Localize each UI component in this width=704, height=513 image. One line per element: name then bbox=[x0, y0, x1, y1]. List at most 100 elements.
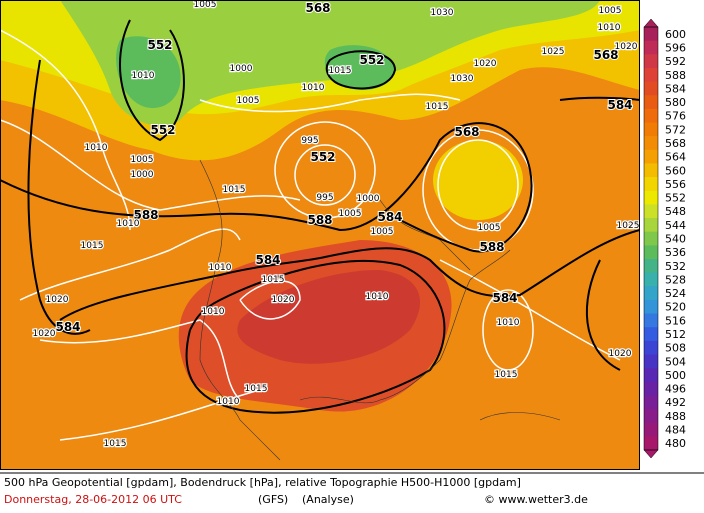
colorbar-label: 596 bbox=[665, 41, 686, 54]
colorbar-label: 588 bbox=[665, 69, 686, 82]
geopotential-label: 584 bbox=[492, 291, 517, 305]
pressure-label: 1010 bbox=[302, 83, 325, 93]
pressure-label: 995 bbox=[316, 193, 333, 203]
colorbar-bottom-arrow bbox=[643, 449, 659, 459]
footer-date: Donnerstag, 28-06-2012 06 UTC bbox=[4, 493, 182, 506]
colorbar-label: 580 bbox=[665, 96, 686, 109]
colorbar-swatch bbox=[644, 81, 658, 96]
pressure-label: 1005 bbox=[339, 209, 362, 219]
colorbar-label: 516 bbox=[665, 314, 686, 327]
geopotential-label: 584 bbox=[377, 210, 402, 224]
colorbar-swatch bbox=[644, 54, 658, 69]
pressure-label: 1015 bbox=[245, 384, 268, 394]
pressure-label: 1020 bbox=[609, 349, 632, 359]
geopotential-label: 584 bbox=[255, 253, 280, 267]
geopotential-label: 588 bbox=[307, 213, 332, 227]
pressure-label: 995 bbox=[301, 136, 318, 146]
geopotential-label: 552 bbox=[150, 123, 175, 137]
colorbar-swatch bbox=[644, 381, 658, 396]
colorbar-swatch bbox=[644, 108, 658, 124]
pressure-label: 1015 bbox=[262, 275, 285, 285]
pressure-label: 1015 bbox=[223, 185, 246, 195]
footer-source: © www.wetter3.de bbox=[484, 493, 588, 506]
colorbar-swatch bbox=[644, 354, 658, 369]
map-area: 568 552 552 552 552 588 588 584 584 584 584 588 568 5… bbox=[0, 0, 640, 470]
colorbar-swatch bbox=[644, 368, 658, 383]
colorbar-frame bbox=[643, 26, 659, 451]
pressure-label: 1000 bbox=[131, 170, 154, 180]
colorbar-label: 564 bbox=[665, 151, 686, 164]
colorbar-swatch bbox=[644, 272, 658, 287]
pressure-label: 1010 bbox=[117, 219, 140, 229]
isobars bbox=[0, 29, 621, 441]
colorbar-swatch bbox=[644, 40, 658, 55]
pressure-label: 1015 bbox=[329, 66, 352, 76]
colorbar-swatch bbox=[644, 422, 658, 437]
pressure-label: 1000 bbox=[357, 194, 380, 204]
pressure-label: 1030 bbox=[431, 8, 454, 18]
colorbar-label: 584 bbox=[665, 82, 686, 95]
footer-run: (Analyse) bbox=[302, 493, 354, 506]
pressure-label: 1020 bbox=[33, 329, 56, 339]
pressure-label: 1025 bbox=[542, 47, 565, 57]
colorbar-swatch bbox=[644, 136, 658, 151]
geopotential-label: 552 bbox=[147, 38, 172, 52]
pressure-label: 1010 bbox=[497, 318, 520, 328]
footer-model: (GFS) bbox=[258, 493, 288, 506]
coastlines bbox=[199, 159, 561, 461]
geopotential-label: 568 bbox=[454, 125, 479, 139]
geopotential-label: 584 bbox=[607, 98, 632, 112]
colorbar-label: 480 bbox=[665, 437, 686, 450]
colorbar-swatch bbox=[644, 327, 658, 342]
colorbar-swatch bbox=[644, 190, 658, 205]
colorbar-label: 536 bbox=[665, 246, 686, 259]
colorbar-label: 600 bbox=[665, 28, 686, 41]
pressure-label: 1010 bbox=[217, 397, 240, 407]
pressure-label: 1030 bbox=[451, 74, 474, 84]
pressure-label: 1020 bbox=[474, 59, 497, 69]
colorbar-swatch bbox=[644, 245, 658, 260]
colorbar-swatch bbox=[644, 27, 658, 42]
colorbar-label: 500 bbox=[665, 369, 686, 382]
colorbar-label: 560 bbox=[665, 164, 686, 177]
colorbar-swatch bbox=[644, 95, 658, 110]
colorbar-swatch bbox=[644, 436, 658, 451]
geopotential-label: 552 bbox=[310, 150, 335, 164]
pressure-label: 1005 bbox=[131, 155, 154, 165]
colorbar-label: 508 bbox=[665, 342, 686, 355]
pressure-label: 1020 bbox=[615, 42, 638, 52]
yellow-high bbox=[433, 140, 523, 220]
geopotential-label: 584 bbox=[55, 320, 80, 334]
pressure-label: 1010 bbox=[85, 143, 108, 153]
colorbar-label: 484 bbox=[665, 424, 686, 437]
pressure-label: 1010 bbox=[598, 23, 621, 33]
colorbar-swatch bbox=[644, 67, 658, 83]
colorbar-swatch bbox=[644, 313, 658, 328]
geopotential-lines bbox=[0, 19, 640, 414]
colorbar-label: 496 bbox=[665, 383, 686, 396]
colorbar-swatch bbox=[644, 340, 658, 355]
footer-description: 500 hPa Geopotential [gpdam], Bodendruck… bbox=[4, 476, 521, 489]
colorbar-label: 544 bbox=[665, 219, 686, 232]
colorbar-label: 528 bbox=[665, 273, 686, 286]
colorbar-top-arrow bbox=[643, 18, 659, 28]
pressure-label: 1015 bbox=[81, 241, 104, 251]
colorbar-label: 572 bbox=[665, 123, 686, 136]
colorbar-label: 520 bbox=[665, 301, 686, 314]
contour-labels: 568 552 552 552 552 588 588 584 584 584 584 588 568 5… bbox=[31, 0, 640, 450]
colorbar-swatch bbox=[644, 258, 658, 274]
colorbar-label: 512 bbox=[665, 328, 686, 341]
colorbar-swatch bbox=[644, 299, 658, 315]
dark-red-zone bbox=[237, 270, 420, 364]
colorbar-swatch bbox=[644, 231, 658, 246]
colorbar-label: 492 bbox=[665, 396, 686, 409]
colorbar-label: 504 bbox=[665, 355, 686, 368]
pressure-label: 1010 bbox=[366, 292, 389, 302]
pressure-label: 1015 bbox=[426, 102, 449, 112]
colorbar-swatch bbox=[644, 163, 658, 178]
geopotential-label: 568 bbox=[305, 1, 330, 15]
geopotential-label: 568 bbox=[593, 48, 618, 62]
pressure-label: 1020 bbox=[46, 295, 69, 305]
colorbar-swatch bbox=[644, 395, 658, 410]
